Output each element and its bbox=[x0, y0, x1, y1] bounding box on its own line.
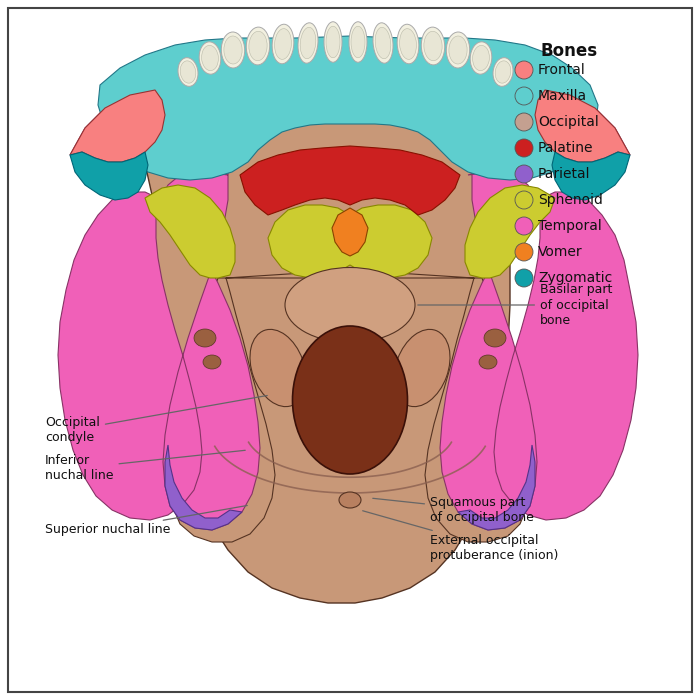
Circle shape bbox=[515, 87, 533, 105]
Text: Squamous part
of occipital bone: Squamous part of occipital bone bbox=[373, 496, 534, 524]
Polygon shape bbox=[465, 185, 555, 278]
Ellipse shape bbox=[493, 57, 513, 86]
Ellipse shape bbox=[484, 329, 506, 347]
Ellipse shape bbox=[479, 355, 497, 369]
Ellipse shape bbox=[272, 25, 294, 64]
Polygon shape bbox=[170, 270, 530, 542]
Circle shape bbox=[515, 139, 533, 157]
Polygon shape bbox=[535, 90, 630, 162]
Circle shape bbox=[515, 269, 533, 287]
Polygon shape bbox=[165, 445, 242, 530]
Circle shape bbox=[515, 217, 533, 235]
Ellipse shape bbox=[246, 27, 270, 65]
Ellipse shape bbox=[373, 23, 393, 63]
Ellipse shape bbox=[324, 22, 342, 62]
Ellipse shape bbox=[180, 61, 196, 83]
Text: Sphenoid: Sphenoid bbox=[538, 193, 603, 207]
Ellipse shape bbox=[274, 29, 291, 60]
Ellipse shape bbox=[351, 26, 365, 58]
Ellipse shape bbox=[293, 326, 407, 474]
Ellipse shape bbox=[339, 492, 361, 508]
Circle shape bbox=[515, 191, 533, 209]
Text: Frontal: Frontal bbox=[538, 63, 586, 77]
Ellipse shape bbox=[449, 36, 467, 64]
Ellipse shape bbox=[349, 22, 367, 62]
Ellipse shape bbox=[285, 267, 415, 342]
Polygon shape bbox=[70, 152, 148, 200]
Polygon shape bbox=[552, 152, 630, 200]
Ellipse shape bbox=[224, 36, 242, 64]
Polygon shape bbox=[145, 185, 235, 278]
Ellipse shape bbox=[495, 61, 511, 83]
Polygon shape bbox=[240, 146, 460, 215]
Text: Superior nuchal line: Superior nuchal line bbox=[45, 505, 247, 536]
Text: Occipital
condyle: Occipital condyle bbox=[45, 395, 267, 444]
Polygon shape bbox=[332, 208, 368, 256]
Ellipse shape bbox=[249, 32, 267, 61]
Text: Maxilla: Maxilla bbox=[538, 89, 587, 103]
Text: Temporal: Temporal bbox=[538, 219, 602, 233]
Ellipse shape bbox=[202, 46, 218, 71]
Ellipse shape bbox=[178, 57, 198, 86]
Ellipse shape bbox=[194, 329, 216, 347]
Text: Bones: Bones bbox=[540, 42, 597, 60]
Polygon shape bbox=[98, 36, 598, 180]
Text: Basilar part
of occipital
bone: Basilar part of occipital bone bbox=[418, 284, 612, 326]
Ellipse shape bbox=[298, 23, 318, 63]
Ellipse shape bbox=[400, 29, 416, 60]
Ellipse shape bbox=[300, 27, 316, 59]
Polygon shape bbox=[140, 65, 510, 603]
Polygon shape bbox=[458, 445, 535, 530]
Polygon shape bbox=[440, 90, 638, 530]
Ellipse shape bbox=[421, 27, 444, 65]
Ellipse shape bbox=[470, 42, 492, 74]
Polygon shape bbox=[70, 90, 165, 162]
Text: External occipital
protuberance (inion): External occipital protuberance (inion) bbox=[363, 511, 559, 562]
Ellipse shape bbox=[473, 46, 489, 71]
Text: Inferior
nuchal line: Inferior nuchal line bbox=[45, 450, 245, 482]
Ellipse shape bbox=[221, 32, 245, 68]
Polygon shape bbox=[58, 90, 260, 530]
Text: Parietal: Parietal bbox=[538, 167, 591, 181]
Ellipse shape bbox=[250, 330, 306, 407]
Circle shape bbox=[515, 165, 533, 183]
Text: Palatine: Palatine bbox=[538, 141, 594, 155]
Ellipse shape bbox=[447, 32, 470, 68]
Ellipse shape bbox=[326, 26, 340, 58]
Ellipse shape bbox=[199, 42, 220, 74]
Text: Vomer: Vomer bbox=[538, 245, 582, 259]
Ellipse shape bbox=[375, 27, 391, 59]
Ellipse shape bbox=[394, 330, 450, 407]
Text: Zygomatic: Zygomatic bbox=[538, 271, 612, 285]
Circle shape bbox=[515, 113, 533, 131]
Ellipse shape bbox=[203, 355, 221, 369]
Circle shape bbox=[515, 61, 533, 79]
Ellipse shape bbox=[424, 32, 442, 61]
Polygon shape bbox=[268, 205, 432, 278]
Circle shape bbox=[515, 243, 533, 261]
Text: Occipital: Occipital bbox=[538, 115, 598, 129]
Ellipse shape bbox=[397, 25, 419, 64]
